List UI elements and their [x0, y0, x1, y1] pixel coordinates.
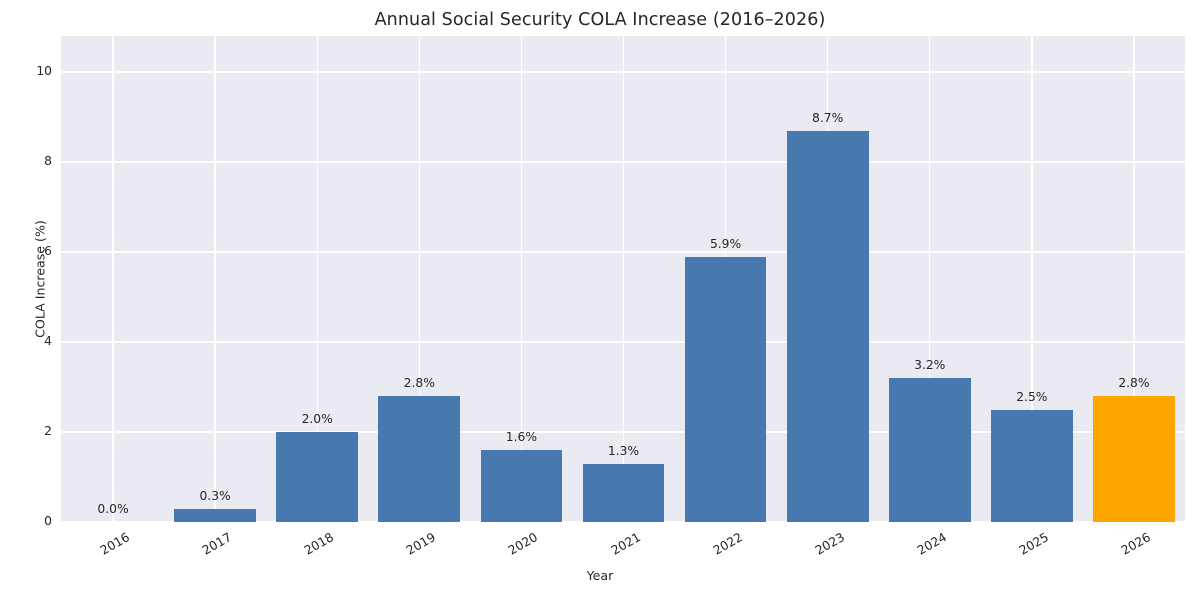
- x-axis-label: Year: [586, 568, 614, 583]
- y-tick-label: 8: [44, 154, 52, 168]
- bar-2020[interactable]: [480, 450, 563, 522]
- bar-value-label-2020: 1.6%: [505, 430, 538, 444]
- bar-value-label-2024: 3.2%: [914, 358, 946, 372]
- bar-value-label-2016: 0.0%: [97, 502, 129, 516]
- y-axis-label: COLA Increase (%): [32, 220, 48, 338]
- bar-value-label-2021: 1.3%: [607, 443, 640, 458]
- bar-value-label-2023: 8.7%: [812, 110, 844, 125]
- bar-value-label-2022: 5.9%: [709, 236, 742, 251]
- y-axis-spine: [61, 36, 62, 522]
- bar-2024[interactable]: [888, 378, 971, 522]
- bar-2022[interactable]: [684, 256, 767, 522]
- bar-value-label-2026: 2.8%: [1118, 376, 1150, 390]
- bar-2021[interactable]: [582, 463, 665, 522]
- gridline-vertical: [1133, 36, 1135, 522]
- gridline-vertical: [316, 36, 318, 522]
- y-tick-label: 2: [44, 424, 52, 438]
- gridline-vertical: [622, 36, 625, 522]
- gridline-vertical: [418, 36, 420, 522]
- bar-value-label-2019: 2.8%: [403, 376, 435, 390]
- chart-title: Annual Social Security COLA Increase (20…: [374, 10, 826, 30]
- bar-value-label-2017: 0.3%: [199, 488, 231, 503]
- bar-2017[interactable]: [174, 508, 256, 522]
- bar-2025[interactable]: [991, 409, 1073, 522]
- gridline-vertical: [1031, 36, 1033, 522]
- bar-2018[interactable]: [276, 432, 359, 522]
- y-tick-label: 6: [44, 244, 52, 258]
- bar-2023[interactable]: [786, 130, 869, 522]
- bar-value-label-2018: 2.0%: [301, 412, 333, 426]
- y-tick-label: 0: [44, 514, 52, 528]
- gridline-vertical: [520, 36, 523, 522]
- plot-area: 0.0% 0.3% 2.0% 2.8% 1.6% 1.3% 5.9% 8.7% 3.2% 2.5%…: [62, 36, 1185, 523]
- y-tick-label: 4: [44, 334, 52, 348]
- bar-value-label-2025: 2.5%: [1016, 389, 1048, 404]
- gridline-vertical: [929, 36, 931, 522]
- gridline-vertical: [112, 36, 114, 522]
- bar-2026[interactable]: [1093, 396, 1175, 522]
- gridline-vertical: [214, 36, 216, 522]
- bar-2019[interactable]: [378, 396, 461, 522]
- y-tick-label: 10: [36, 64, 52, 78]
